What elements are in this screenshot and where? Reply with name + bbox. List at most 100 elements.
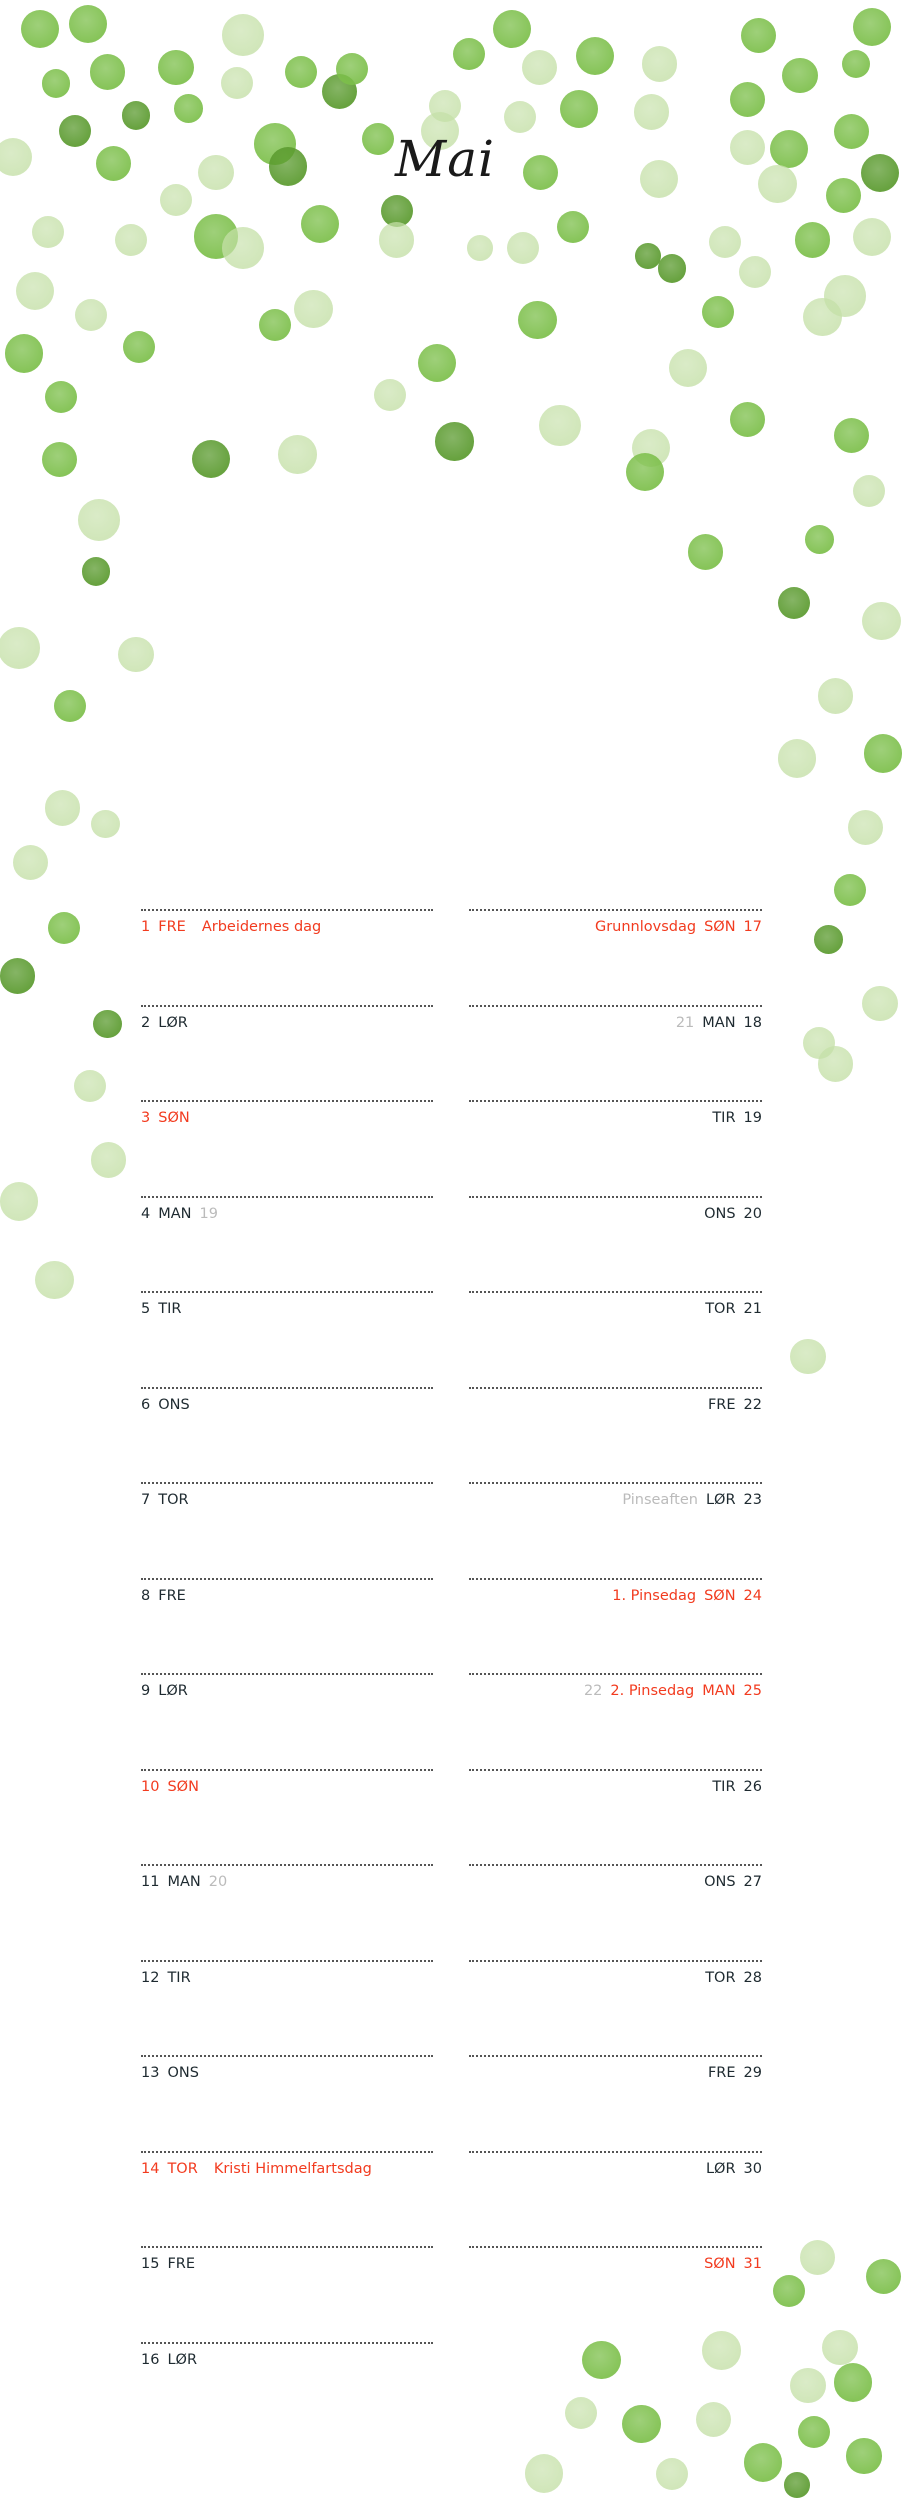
watercolor-dot	[798, 2416, 831, 2448]
day-row[interactable]: 15 FRE	[141, 2246, 433, 2288]
day-label: 1 FRE Arbeidernes dag	[141, 919, 329, 935]
watercolor-dot	[846, 2438, 882, 2474]
day-number: 20	[743, 1205, 762, 1222]
day-row[interactable]: 11 MAN 20	[141, 1864, 433, 1906]
week-number: 20	[208, 1874, 228, 1890]
day-row[interactable]: 7 TOR	[141, 1482, 433, 1524]
watercolor-dot	[862, 985, 898, 1021]
weekday: FRE	[707, 1396, 736, 1413]
watercolor-dot	[817, 1046, 853, 1082]
weekday: SØN	[704, 919, 736, 935]
day-row[interactable]: FRE 22	[469, 1386, 762, 1429]
day-row[interactable]: TOR 28	[469, 1959, 762, 2002]
watercolor-dot	[220, 67, 253, 100]
day-row[interactable]: SØN 31	[469, 2246, 762, 2288]
day-row[interactable]: ONS 27	[469, 1864, 762, 1906]
watercolor-dot	[54, 689, 87, 722]
watercolor-dot	[657, 254, 687, 284]
weekday: FRE	[707, 2065, 736, 2081]
day-row[interactable]: 9 LØR	[141, 1673, 433, 1715]
watercolor-dot	[803, 297, 842, 336]
watercolor-dot	[420, 112, 460, 151]
watercolor-dot	[92, 1009, 122, 1039]
watercolor-dot	[59, 115, 92, 148]
day-label: 16 LØR	[141, 2352, 205, 2368]
watercolor-dot	[48, 912, 80, 944]
watercolor-dot	[121, 100, 151, 130]
day-number: 2	[141, 1014, 151, 1031]
watercolor-dot	[158, 49, 194, 85]
day-row[interactable]: 14 TOR Kristi Himmelfartsdag	[141, 2150, 433, 2193]
day-row[interactable]: 21 MAN 18	[469, 1004, 762, 1047]
weekday: FRE	[158, 1587, 186, 1604]
day-row[interactable]: FRE 29	[469, 2055, 762, 2097]
week-number: 21	[675, 1014, 695, 1031]
day-number: 17	[743, 919, 762, 935]
watercolor-dot	[89, 54, 125, 90]
day-number: 30	[743, 2160, 762, 2177]
watercolor-dot	[96, 145, 132, 181]
weekday: MAN	[702, 1683, 736, 1699]
watercolor-dot	[852, 475, 885, 508]
day-number: 26	[743, 1778, 762, 1795]
watercolor-dot	[539, 404, 581, 447]
weekday: SØN	[167, 1778, 199, 1795]
watercolor-dot	[507, 232, 540, 264]
watercolor-dot	[523, 155, 559, 191]
day-row[interactable]: TIR 26	[469, 1768, 762, 1811]
day-row[interactable]: ONS 20	[469, 1195, 762, 1238]
watercolor-dot	[782, 57, 818, 93]
day-number: 9	[141, 1683, 151, 1699]
day-row[interactable]: 1 FRE Arbeidernes dag	[141, 909, 433, 951]
day-number: 3	[141, 1110, 151, 1126]
watercolor-dot	[75, 299, 108, 332]
weekday: LØR	[158, 1014, 188, 1031]
watercolor-dot	[702, 2331, 741, 2370]
day-label: 11 MAN 20	[141, 1874, 235, 1890]
weekday: TIR	[158, 1301, 182, 1317]
day-row[interactable]: 10 SØN	[141, 1768, 433, 1811]
day-row[interactable]: 4 MAN 19	[141, 1195, 433, 1238]
weekday: TOR	[167, 2160, 198, 2177]
day-label: TOR 21	[697, 1301, 762, 1317]
day-row[interactable]: 5 TIR	[141, 1291, 433, 1333]
day-row[interactable]: 13 ONS	[141, 2055, 433, 2097]
day-label: TIR 26	[704, 1779, 762, 1795]
day-row[interactable]: Pinseaften LØR 23	[469, 1482, 762, 1524]
watercolor-dot	[435, 422, 474, 461]
watercolor-dot	[560, 89, 599, 128]
day-number: 18	[743, 1014, 762, 1031]
watercolor-dot	[524, 2454, 564, 2493]
watercolor-dot	[259, 308, 292, 341]
watercolor-dot	[708, 225, 741, 258]
day-row[interactable]: 1. Pinsedag SØN 24	[469, 1577, 762, 1620]
day-label: 14 TOR Kristi Himmelfartsdag	[141, 2161, 380, 2177]
watercolor-dot	[4, 334, 44, 373]
watercolor-dot	[41, 68, 71, 98]
watercolor-dot	[336, 52, 368, 85]
day-label: 1. Pinsedag SØN 24	[604, 1588, 762, 1604]
watercolor-dot	[417, 344, 456, 383]
watercolor-dot	[825, 177, 861, 213]
day-row[interactable]: Grunnlovsdag SØN 17	[469, 909, 762, 951]
day-row[interactable]: 8 FRE	[141, 1577, 433, 1620]
day-number: 14	[141, 2160, 160, 2177]
day-row[interactable]: 6 ONS	[141, 1386, 433, 1429]
day-row[interactable]: 2 LØR	[141, 1004, 433, 1047]
day-row[interactable]: TIR 19	[469, 1100, 762, 1142]
watercolor-dot	[81, 556, 111, 586]
day-row[interactable]: 3 SØN	[141, 1100, 433, 1142]
day-row[interactable]: LØR 30	[469, 2150, 762, 2193]
day-row[interactable]: TOR 21	[469, 1291, 762, 1333]
watercolor-dot	[865, 2259, 901, 2295]
watercolor-dot	[0, 1182, 39, 1221]
watercolor-dot	[192, 440, 231, 479]
watercolor-dot	[294, 289, 333, 328]
watercolor-dot	[833, 2363, 872, 2402]
holiday-name: Grunnlovsdag	[594, 919, 697, 935]
day-row[interactable]: 22 2. Pinsedag MAN 25	[469, 1673, 762, 1715]
day-label: ONS 20	[696, 1206, 762, 1222]
day-row[interactable]: 16 LØR	[141, 2341, 433, 2384]
day-row[interactable]: 12 TIR	[141, 1959, 433, 2002]
watercolor-dot	[862, 601, 901, 640]
